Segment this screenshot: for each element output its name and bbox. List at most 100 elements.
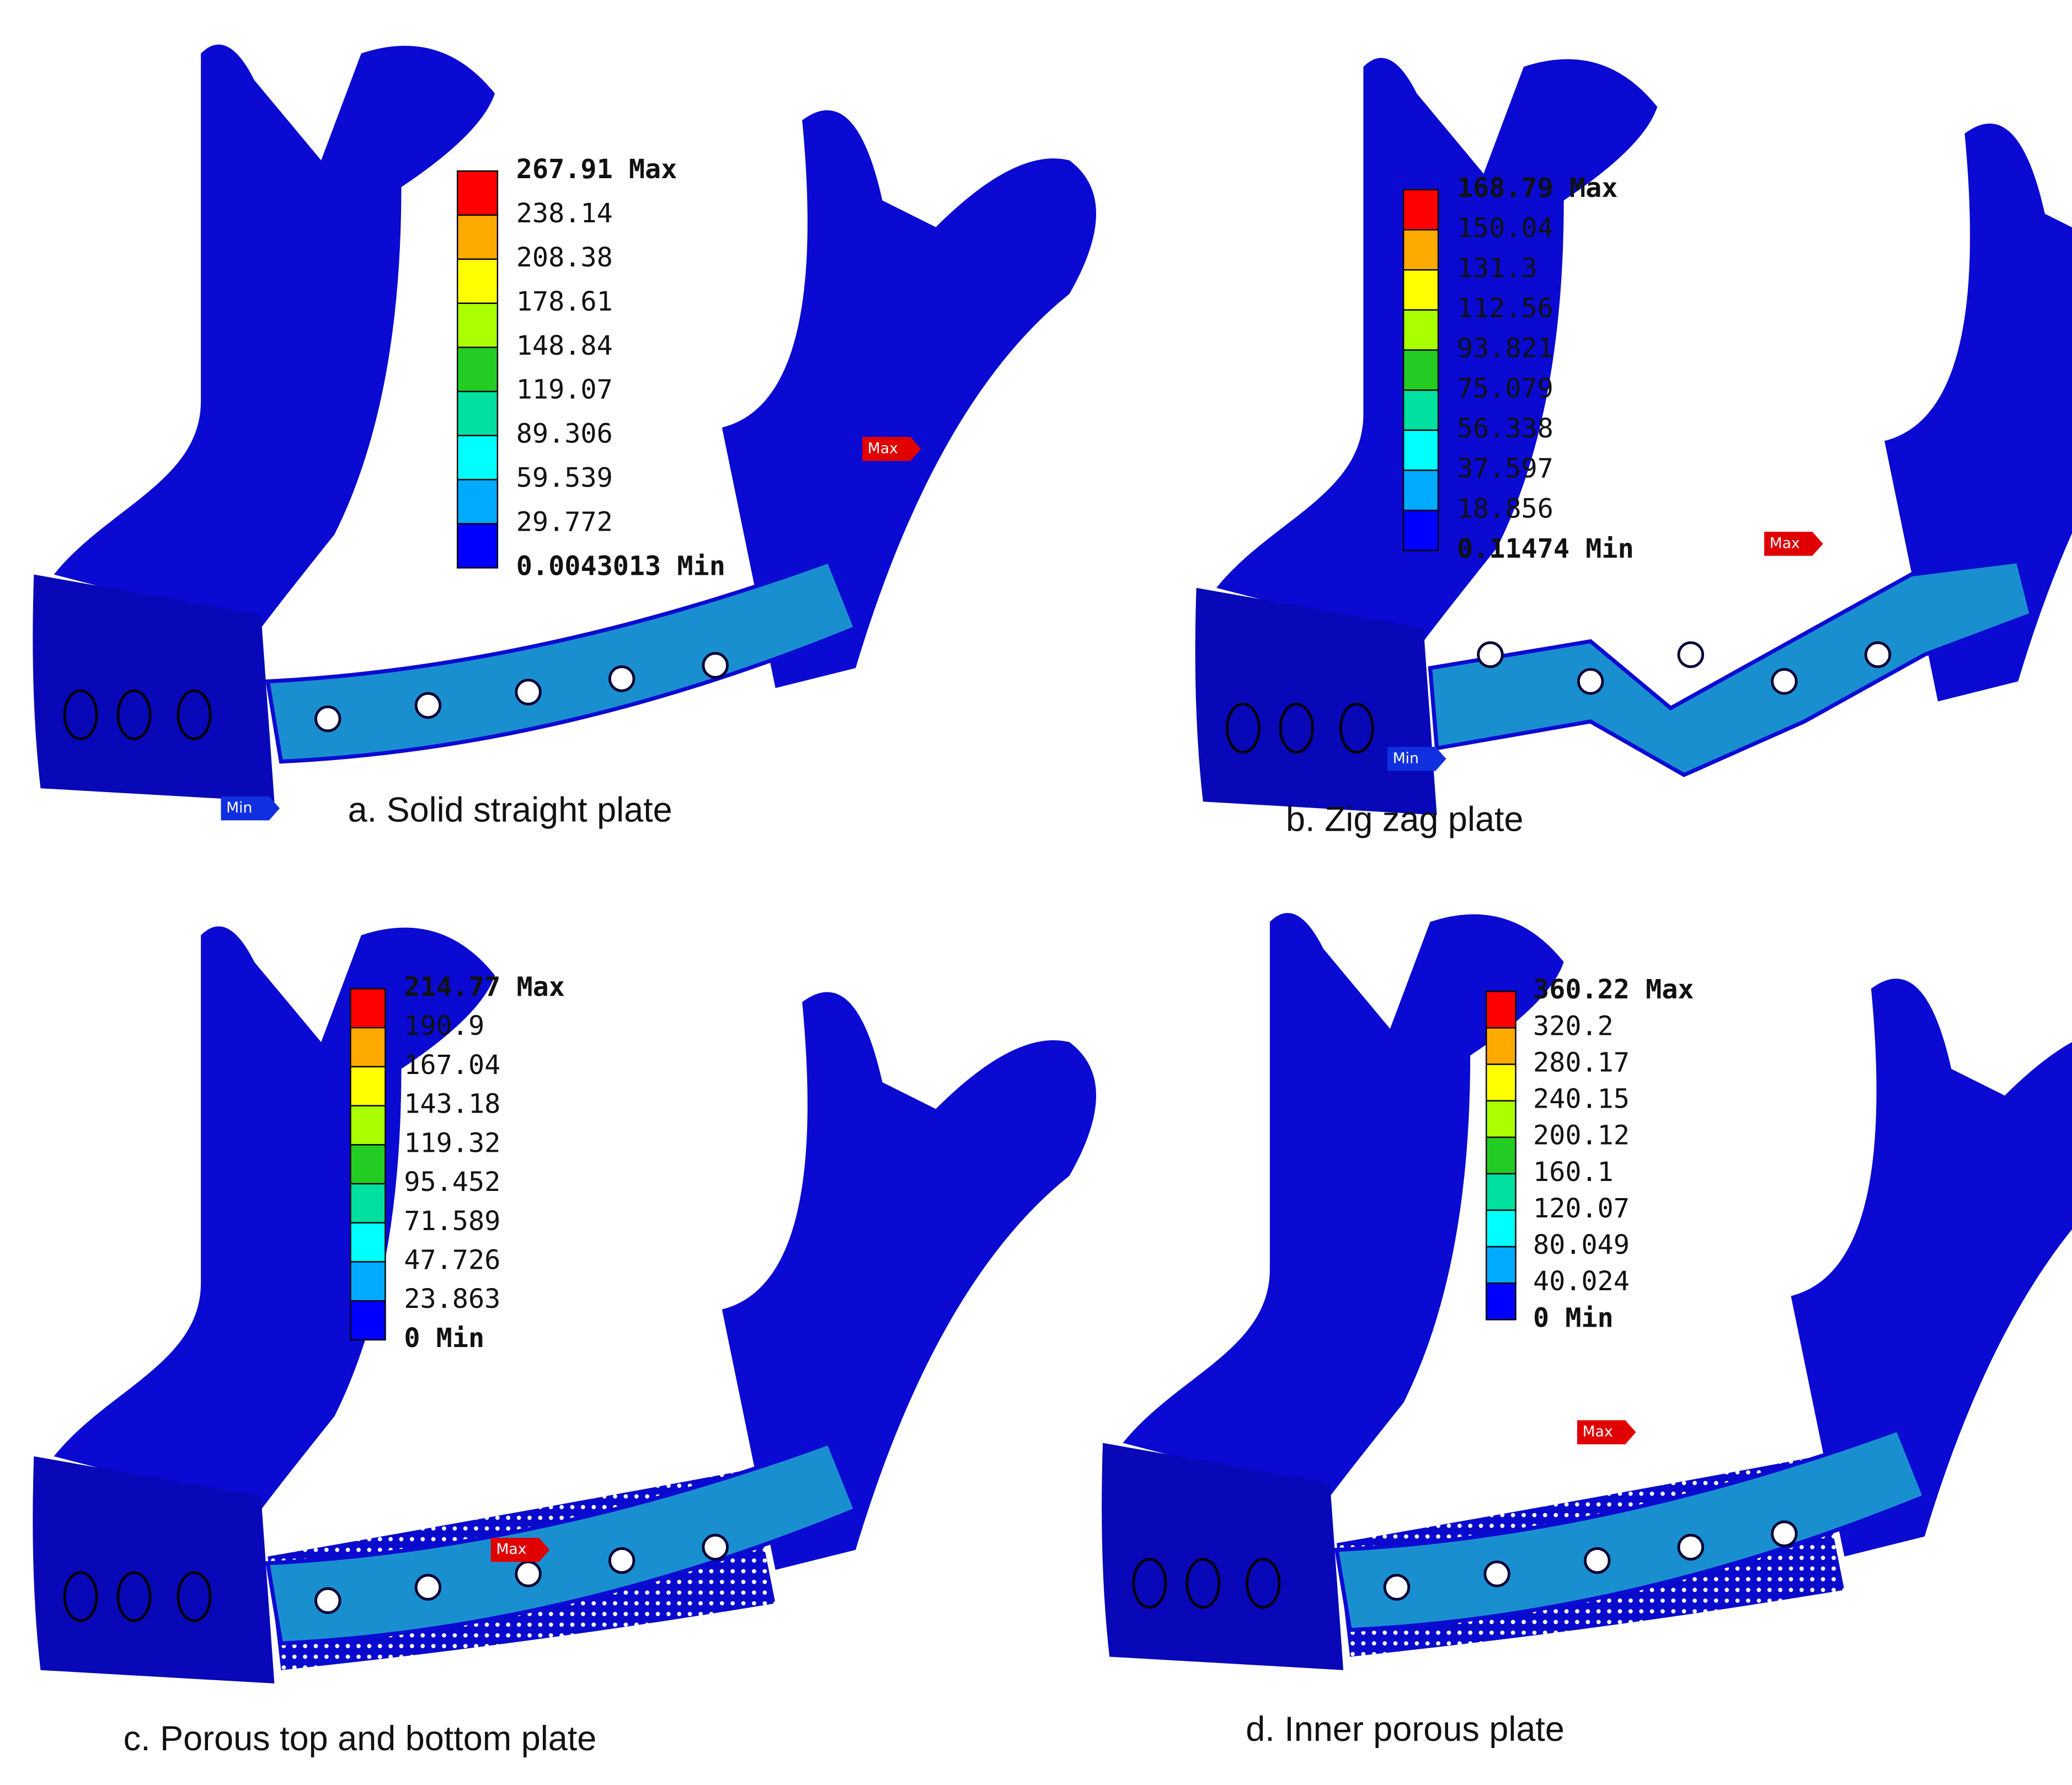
legend-label: 37.597	[1457, 453, 1553, 484]
plate-hole	[608, 1547, 636, 1574]
marker-label: Max	[868, 440, 898, 457]
legend-swatch	[456, 302, 499, 348]
legend-label: 214.77 Max	[404, 971, 565, 1002]
legend-label: 143.18	[404, 1089, 500, 1120]
plate-hole	[1771, 1520, 1798, 1547]
legend-swatch	[1402, 229, 1439, 271]
marker-tag	[862, 437, 921, 461]
legend-label: 0.0043013 Min	[516, 551, 725, 581]
right-ramus	[1791, 979, 2072, 1557]
left-block	[1102, 1442, 1344, 1670]
legend-label: 200.12	[1533, 1120, 1630, 1151]
legend-label: 120.07	[1533, 1193, 1630, 1224]
mandible	[1102, 913, 2072, 1670]
legend-swatch	[1486, 1282, 1516, 1321]
legend-label: 80.049	[1533, 1230, 1630, 1260]
screw	[1225, 703, 1261, 754]
legend-swatch	[1486, 1173, 1516, 1211]
legend-swatch	[1402, 189, 1439, 231]
legend-swatch	[456, 170, 499, 216]
screw	[1246, 1558, 1281, 1609]
caption: b. Zig zag plate	[1286, 800, 1524, 839]
screw	[177, 1571, 212, 1622]
plate-hole	[1383, 1574, 1411, 1601]
legend-label: 167.04	[404, 1050, 500, 1081]
legend-label: 93.821	[1457, 333, 1553, 364]
legend-label: 89.306	[516, 419, 613, 450]
right-ramus	[722, 992, 1096, 1570]
mandible	[1195, 57, 2072, 815]
screw	[63, 1571, 98, 1622]
legend-swatch	[456, 435, 499, 480]
legend-swatch	[1402, 429, 1439, 471]
plate-hole	[702, 652, 729, 679]
legend-swatch	[1486, 1136, 1516, 1175]
legend-label: 320.2	[1533, 1011, 1614, 1041]
plate-hole	[1584, 1547, 1611, 1574]
screw	[116, 689, 152, 740]
caption: d. Inner porous plate	[1246, 1710, 1564, 1749]
marker-tag	[1577, 1420, 1636, 1445]
legend-swatch	[1486, 1063, 1516, 1102]
plate-hole	[1483, 1560, 1510, 1588]
legend-label: 75.079	[1457, 373, 1553, 404]
legend-label: 95.452	[404, 1167, 500, 1198]
plate-hole	[1477, 641, 1504, 669]
plate	[1334, 1427, 1927, 1632]
marker-label: Min	[1393, 750, 1419, 767]
plate-hole	[608, 665, 636, 692]
screw	[116, 1571, 152, 1622]
plate-hole	[702, 1533, 729, 1561]
legend-label: 29.772	[516, 506, 613, 537]
legend-label: 23.863	[404, 1284, 500, 1314]
legend-swatch	[1402, 389, 1439, 431]
caption: a. Solid straight plate	[348, 791, 672, 830]
screw	[1132, 1558, 1167, 1609]
legend-swatch	[1486, 1100, 1516, 1138]
legend-swatch	[1402, 510, 1439, 552]
left-block	[33, 1456, 275, 1684]
plate-hole	[1771, 668, 1798, 695]
legend-label: 160.1	[1533, 1157, 1614, 1188]
marker-label: Min	[226, 799, 252, 816]
legend-label: 119.32	[404, 1127, 500, 1158]
left-block	[33, 574, 275, 802]
legend-label: 131.3	[1457, 253, 1537, 284]
screw	[1185, 1558, 1221, 1609]
legend-label: 190.9	[404, 1011, 484, 1041]
left-block	[1195, 587, 1437, 815]
caption: c. Porous top and bottom plate	[124, 1719, 597, 1758]
legend-label: 56.338	[1457, 413, 1553, 444]
legend-label: 0.11474 Min	[1457, 533, 1634, 564]
marker-label: Max	[1770, 535, 1800, 552]
right-ramus	[722, 110, 1096, 688]
legend-label: 47.726	[404, 1244, 500, 1275]
legend-label: 119.07	[516, 375, 613, 405]
plate-hole	[414, 1574, 442, 1601]
legend-swatch	[1402, 349, 1439, 391]
plate-hole	[1577, 668, 1604, 695]
legend-swatch	[456, 258, 499, 304]
legend-swatch	[1402, 469, 1439, 511]
legend-label: 208.38	[516, 242, 613, 273]
plate-hole	[515, 1560, 542, 1588]
screw	[1279, 703, 1314, 754]
legend-swatch	[350, 1066, 386, 1107]
legend-label: 168.79 Max	[1457, 173, 1618, 204]
right-ramus	[1884, 124, 2072, 702]
plate-hole	[314, 705, 341, 733]
mandible	[33, 44, 1096, 802]
marker-tag	[490, 1537, 550, 1562]
plate-hole	[1864, 641, 1892, 669]
legend-label: 240.15	[1533, 1084, 1630, 1115]
legend-label: 238.14	[516, 198, 613, 229]
legend-swatch	[1402, 269, 1439, 311]
legend-label: 280.17	[1533, 1047, 1630, 1078]
legend-swatch	[350, 1144, 386, 1185]
legend-label: 0 Min	[1533, 1302, 1614, 1333]
panel	[33, 926, 1096, 1684]
legend-swatch	[456, 214, 499, 260]
legend-swatch	[1486, 1209, 1516, 1248]
legend-label: 18.856	[1457, 493, 1553, 524]
